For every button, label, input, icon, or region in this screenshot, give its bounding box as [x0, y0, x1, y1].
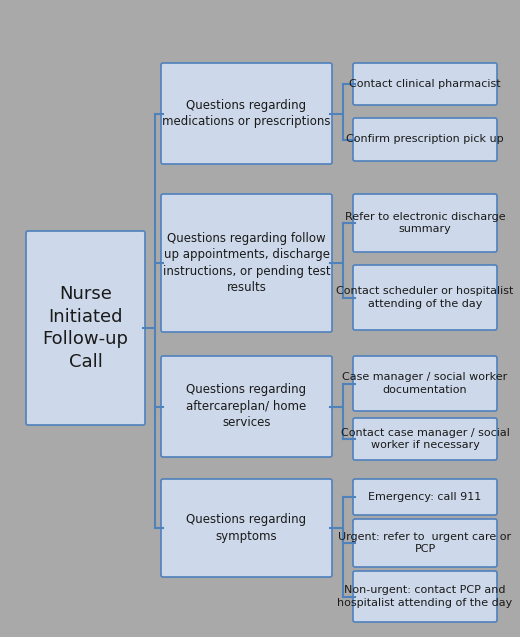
FancyBboxPatch shape — [353, 479, 497, 515]
Text: Contact case manager / social
worker if necessary: Contact case manager / social worker if … — [341, 427, 510, 450]
FancyBboxPatch shape — [353, 356, 497, 411]
FancyBboxPatch shape — [353, 118, 497, 161]
Text: Emergency: call 911: Emergency: call 911 — [368, 492, 482, 502]
FancyBboxPatch shape — [161, 194, 332, 332]
Text: Confirm prescription pick up: Confirm prescription pick up — [346, 134, 504, 145]
FancyBboxPatch shape — [26, 231, 145, 425]
Text: Questions regarding follow
up appointments, discharge
instructions, or pending t: Questions regarding follow up appointmen… — [163, 232, 330, 294]
Text: Case manager / social worker
documentation: Case manager / social worker documentati… — [342, 372, 508, 395]
Text: Urgent: refer to  urgent care or
PCP: Urgent: refer to urgent care or PCP — [339, 532, 512, 554]
FancyBboxPatch shape — [161, 479, 332, 577]
Text: Nurse
Initiated
Follow-up
Call: Nurse Initiated Follow-up Call — [43, 285, 128, 371]
FancyBboxPatch shape — [353, 194, 497, 252]
Text: Contact scheduler or hospitalist
attending of the day: Contact scheduler or hospitalist attendi… — [336, 286, 514, 309]
FancyBboxPatch shape — [353, 63, 497, 105]
FancyBboxPatch shape — [353, 519, 497, 567]
Text: Non-urgent: contact PCP and
hospitalist attending of the day: Non-urgent: contact PCP and hospitalist … — [337, 585, 513, 608]
FancyBboxPatch shape — [161, 63, 332, 164]
FancyBboxPatch shape — [161, 356, 332, 457]
FancyBboxPatch shape — [353, 265, 497, 330]
Text: Contact clinical pharmacist: Contact clinical pharmacist — [349, 79, 501, 89]
Text: Questions regarding
medications or prescriptions: Questions regarding medications or presc… — [162, 99, 331, 128]
Text: Questions regarding
symptoms: Questions regarding symptoms — [187, 513, 307, 543]
FancyBboxPatch shape — [353, 418, 497, 460]
FancyBboxPatch shape — [353, 571, 497, 622]
Text: Questions regarding
aftercareplan/ home
services: Questions regarding aftercareplan/ home … — [186, 383, 307, 429]
Text: Refer to electronic discharge
summary: Refer to electronic discharge summary — [345, 211, 505, 234]
